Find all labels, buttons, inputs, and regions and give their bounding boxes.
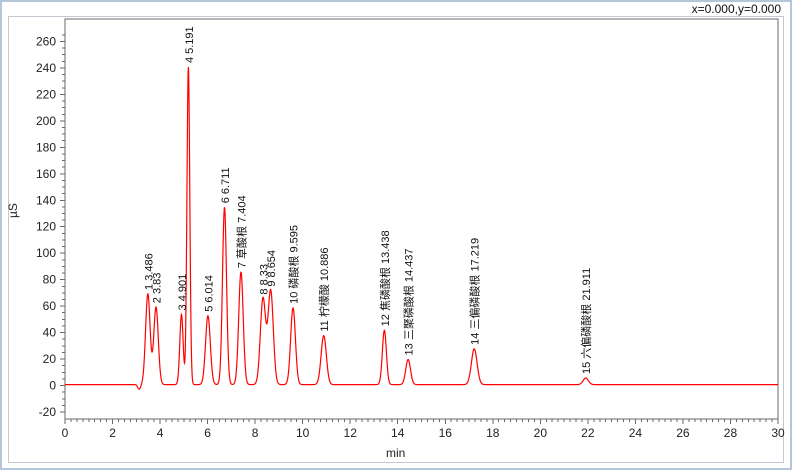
- y-tick-label: 180: [36, 140, 56, 154]
- y-tick-label: 240: [36, 61, 56, 75]
- peak-label: 7 草酸根 7.404: [234, 195, 248, 268]
- y-tick-label: 0: [49, 379, 56, 393]
- peak-label: 14 三偏磷酸根 17.219: [468, 238, 482, 345]
- peak-label: 10 磷酸根 9.595: [287, 225, 301, 304]
- y-tick-label: 260: [36, 34, 56, 48]
- peak-label: 3 4.901: [177, 274, 189, 311]
- chart-panel: [8, 16, 784, 463]
- x-tick-label: 16: [439, 426, 453, 440]
- peak-label: 5 6.014: [203, 275, 215, 312]
- y-tick-label: 220: [36, 87, 56, 101]
- peak-label: 15 六偏磷酸根 21.911: [579, 268, 593, 374]
- peak-label: 2 3.83: [152, 273, 164, 304]
- y-tick-label: 100: [36, 246, 56, 260]
- peak-label: 9 8.654: [266, 250, 278, 287]
- x-tick-label: 26: [676, 426, 690, 440]
- y-tick-label: 80: [43, 273, 57, 287]
- x-tick-label: 22: [581, 426, 595, 440]
- x-tick-label: 14: [391, 426, 405, 440]
- y-tick-label: 40: [43, 326, 57, 340]
- y-tick-label: 160: [36, 167, 56, 181]
- y-tick-label: 20: [43, 352, 57, 366]
- x-tick-label: 20: [534, 426, 548, 440]
- peak-label: 11 柠檬酸 10.886: [317, 247, 331, 331]
- x-tick-label: 0: [62, 426, 69, 440]
- x-tick-label: 8: [252, 426, 259, 440]
- peak-label: 6 6.711: [220, 167, 232, 203]
- chromatogram-trace: [65, 67, 778, 390]
- x-tick-label: 2: [109, 426, 116, 440]
- y-tick-label: 200: [36, 114, 56, 128]
- peak-label: 4 5.191: [184, 26, 196, 63]
- x-tick-label: 6: [204, 426, 211, 440]
- x-tick-label: 24: [629, 426, 643, 440]
- coordinate-readout: x=0.000,y=0.000: [691, 2, 781, 16]
- plot-border: [64, 18, 779, 420]
- x-tick-label: 12: [344, 426, 358, 440]
- x-tick-label: 4: [157, 426, 164, 440]
- y-tick-label: -20: [39, 405, 57, 419]
- y-tick-label: 120: [36, 220, 56, 234]
- y-tick-label: 140: [36, 193, 56, 207]
- y-axis-title: µS: [6, 203, 20, 218]
- x-tick-label: 10: [296, 426, 310, 440]
- peak-label: 1 3.486: [143, 253, 155, 290]
- peak-label: 8 8.33: [258, 264, 270, 295]
- peak-label: 13 三聚磷酸根 14.437: [402, 248, 416, 355]
- y-tick-label: 60: [43, 299, 57, 313]
- peak-label: 12 焦磷酸根 13.438: [378, 230, 392, 326]
- x-tick-label: 18: [486, 426, 500, 440]
- x-tick-label: 30: [771, 426, 785, 440]
- x-axis-title: min: [386, 446, 406, 460]
- x-tick-label: 28: [724, 426, 738, 440]
